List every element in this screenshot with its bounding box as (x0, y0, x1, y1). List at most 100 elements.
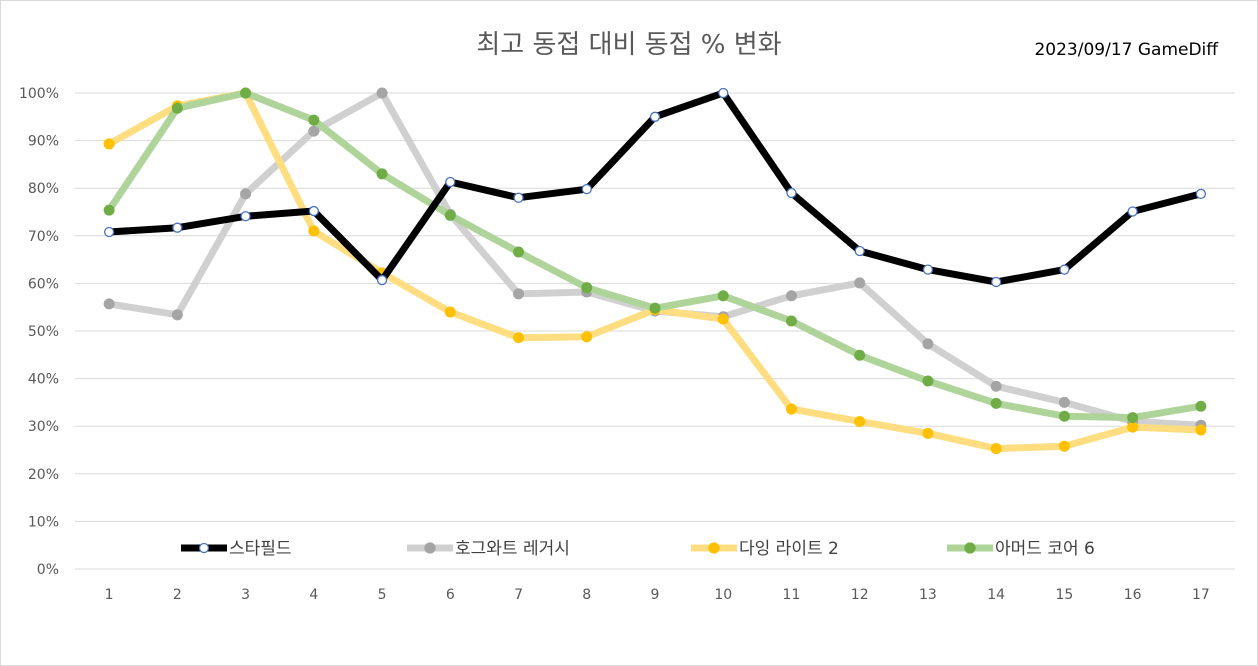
series-2-point (785, 315, 797, 327)
y-tick-label: 20% (28, 467, 59, 483)
series-3-point (1195, 188, 1207, 200)
y-tick-label: 80% (28, 181, 59, 197)
series-2-point (1058, 410, 1070, 422)
legend-item: 아머드 코어 6 (947, 539, 1095, 559)
x-tick-label: 8 (582, 587, 591, 603)
series-1-point (990, 443, 1002, 455)
series-1-point (103, 138, 115, 150)
legend-label: 아머드 코어 6 (995, 539, 1095, 559)
legend-marker (198, 542, 210, 554)
series-1-point (1195, 424, 1207, 436)
x-tick-label: 9 (651, 587, 660, 603)
y-tick-label: 50% (28, 324, 59, 340)
series-0-point (103, 298, 115, 310)
series-3-group (103, 87, 1207, 288)
x-tick-label: 3 (241, 587, 250, 603)
series-0-point (513, 288, 525, 300)
series-2-point (308, 114, 320, 126)
series-2-point (649, 302, 661, 314)
series-0-point (785, 290, 797, 302)
series-1-point (1058, 440, 1070, 452)
series-3-point (376, 274, 388, 286)
series-2-point (171, 102, 183, 114)
series-1-point (581, 331, 593, 343)
x-tick-label: 6 (446, 587, 455, 603)
gridlines (75, 92, 1235, 570)
series-3-point (172, 222, 183, 233)
x-tick-label: 1 (105, 587, 114, 603)
series-3-point (103, 226, 115, 238)
series-2-point (922, 375, 934, 387)
series-1-point (785, 403, 797, 415)
y-tick-label: 90% (28, 134, 59, 150)
series-3-point (649, 111, 661, 122)
y-tick-label: 70% (28, 229, 59, 245)
x-tick-label: 5 (378, 587, 387, 603)
legend-marker (964, 542, 976, 554)
series-3-point (513, 192, 524, 203)
series-1-point (854, 415, 866, 427)
x-tick-label: 13 (919, 587, 937, 603)
y-tick-label: 10% (28, 514, 59, 530)
x-axis-ticks: 1 2 3 4 5 6 7 8 9 10 11 12 13 14 15 16 17 (105, 587, 1210, 603)
x-tick-label: 17 (1192, 587, 1210, 603)
legend-item: 다잉 라이트 2 (691, 539, 839, 559)
x-tick-label: 14 (987, 587, 1005, 603)
series-0-point (376, 87, 388, 99)
legend-item: 호그와트 레거시 (407, 539, 570, 559)
series-3-point (854, 245, 865, 257)
series-3-point (581, 184, 592, 195)
y-tick-label: 60% (28, 276, 59, 292)
series-0-point (990, 380, 1002, 392)
legend-label: 호그와트 레거시 (455, 539, 570, 559)
x-tick-label: 2 (173, 587, 182, 603)
series-3-point (718, 87, 729, 99)
series-1-point (444, 306, 456, 318)
series-3-point (308, 205, 319, 217)
x-tick-label: 12 (851, 587, 869, 603)
series-1-point (308, 225, 320, 237)
series-2-point (1127, 412, 1139, 424)
series-lines (103, 87, 1207, 455)
series-0-point (171, 309, 183, 321)
legend-item: 스타필드 (181, 539, 292, 559)
x-tick-label: 10 (714, 587, 732, 603)
x-tick-label: 7 (514, 587, 523, 603)
series-0-point (308, 125, 320, 137)
y-tick-label: 100% (19, 86, 59, 102)
series-0-point (854, 277, 866, 289)
x-tick-label: 15 (1055, 587, 1073, 603)
series-2-point (581, 282, 593, 294)
legend: 스타필드 호그와트 레거시 다잉 라이트 2 아머드 코어 6 (181, 539, 1095, 559)
series-2-point (717, 290, 729, 302)
series-1-point (922, 427, 934, 439)
y-tick-label: 30% (28, 419, 59, 435)
y-tick-label: 0% (37, 562, 59, 578)
series-3-point (991, 276, 1002, 288)
series-2-point (990, 397, 1002, 409)
series-2-group (103, 87, 1207, 424)
legend-label: 스타필드 (229, 539, 292, 559)
legend-marker (708, 542, 720, 554)
series-3-point (1059, 264, 1070, 275)
series-0-point (922, 338, 934, 350)
y-axis-ticks: 0% 10% 20% 30% 40% 50% 60% 70% 80% 90% 100% (19, 86, 59, 578)
series-3-point (922, 264, 934, 275)
chart-credit: 2023/09/17 GameDiff (1034, 40, 1219, 60)
legend-label: 다잉 라이트 2 (739, 539, 839, 559)
series-0-point (240, 188, 252, 200)
series-2-point (854, 349, 866, 361)
series-3-point (1127, 206, 1138, 217)
series-1-point (717, 313, 729, 325)
chart-title: 최고 동접 대비 동접 % 변화 (476, 30, 781, 60)
series-2-point (1195, 400, 1207, 412)
series-0-point (1058, 396, 1070, 408)
series-2-point (240, 87, 252, 99)
series-2-point (103, 204, 115, 216)
series-2-point (444, 209, 456, 221)
y-tick-label: 40% (28, 372, 59, 388)
legend-marker (424, 542, 436, 554)
series-1-point (513, 332, 525, 344)
